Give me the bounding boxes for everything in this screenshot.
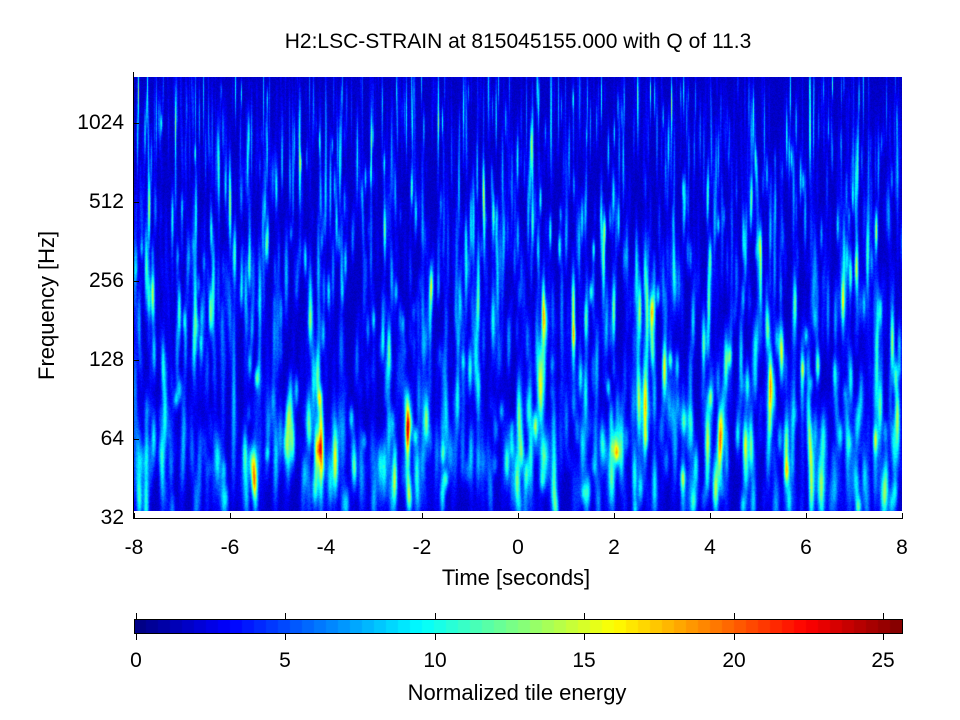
spectrogram-image [134, 77, 902, 511]
colorbar-tick [435, 634, 436, 640]
y-axis-line [133, 72, 134, 519]
colorbar-tick-label: 0 [130, 649, 142, 672]
y-tick [133, 123, 139, 124]
y-tick [133, 281, 139, 282]
colorbar-tick [285, 634, 286, 640]
colorbar-tick [883, 634, 884, 640]
y-tick-label: 32 [100, 506, 124, 529]
y-tick [133, 518, 139, 519]
x-tick [518, 513, 519, 519]
x-tick-label: -4 [316, 536, 336, 559]
colorbar-frame [134, 619, 903, 634]
x-tick [806, 513, 807, 519]
x-tick-label: -2 [412, 536, 432, 559]
colorbar-tick [584, 613, 585, 619]
colorbar-tick-label: 20 [722, 649, 746, 672]
y-tick-label: 64 [100, 427, 124, 450]
colorbar-tick [136, 634, 137, 640]
x-tick-label: -6 [220, 536, 240, 559]
colorbar-tick-label: 15 [572, 649, 596, 672]
colorbar-tick [584, 634, 585, 640]
x-tick [230, 513, 231, 519]
y-tick [133, 439, 139, 440]
colorbar-tick [734, 613, 735, 619]
colorbar-tick [435, 613, 436, 619]
x-tick [902, 513, 903, 519]
x-tick-label: 4 [704, 536, 716, 559]
y-tick-label: 128 [88, 348, 124, 371]
y-tick-label: 512 [88, 190, 124, 213]
x-tick [326, 513, 327, 519]
x-tick [134, 513, 135, 519]
colorbar-tick-label: 25 [871, 649, 895, 672]
colorbar-tick [883, 613, 884, 619]
x-tick [614, 513, 615, 519]
colorbar-tick-label: 10 [423, 649, 447, 672]
y-tick-label: 1024 [77, 111, 124, 134]
x-tick [422, 513, 423, 519]
x-tick-label: -8 [124, 536, 144, 559]
x-tick-label: 6 [800, 536, 812, 559]
chart-title: H2:LSC-STRAIN at 815045155.000 with Q of… [284, 30, 752, 53]
x-axis-label: Time [seconds] [441, 565, 591, 590]
x-tick-label: 2 [608, 536, 620, 559]
y-tick [133, 360, 139, 361]
y-tick [133, 202, 139, 203]
x-tick-label: 0 [512, 536, 524, 559]
colorbar-tick [136, 613, 137, 619]
colorbar [134, 619, 903, 634]
colorbar-tick [734, 634, 735, 640]
colorbar-tick-label: 5 [279, 649, 291, 672]
colorbar-label: Normalized tile energy [407, 680, 627, 705]
y-tick-label: 256 [88, 269, 124, 292]
colorbar-tick [285, 613, 286, 619]
x-tick-label: 8 [896, 536, 908, 559]
x-tick [710, 513, 711, 519]
